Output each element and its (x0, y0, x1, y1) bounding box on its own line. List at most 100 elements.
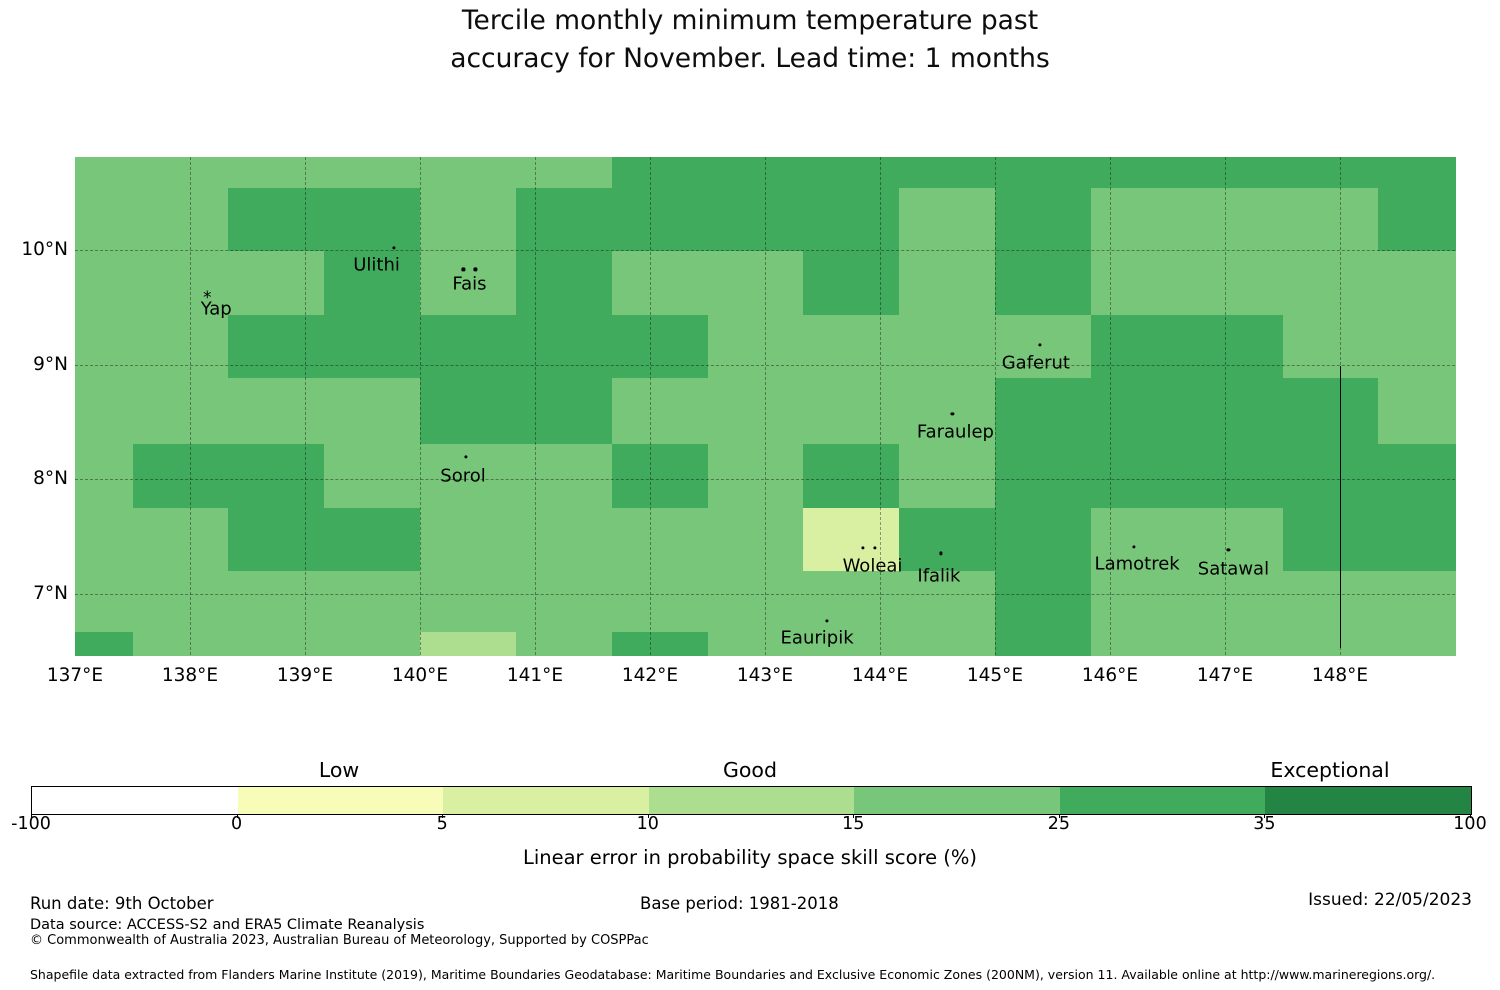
heatmap-cell (1378, 443, 1456, 509)
island-marker-dot-icon (473, 267, 478, 272)
heatmap-cell (707, 632, 804, 657)
heatmap-cell (420, 507, 517, 572)
gridline-meridian (880, 157, 881, 655)
colorbar-bin (32, 787, 238, 814)
x-tick-label: 146°E (1081, 665, 1139, 686)
y-tick-label: 10°N (21, 239, 68, 260)
heatmap-cell (515, 188, 613, 252)
heatmap-cell (1186, 188, 1284, 252)
colorbar-tick-label: 25 (1047, 814, 1070, 834)
heatmap-cell (1090, 188, 1188, 252)
colorbar-tick-mark (31, 814, 32, 818)
heatmap-cell (611, 632, 709, 657)
colorbar-tick-mark (647, 814, 649, 818)
island-marker-dot-icon (860, 546, 865, 550)
heatmap-cell (515, 632, 613, 657)
heatmap-cell (707, 378, 804, 445)
heatmap-cell (899, 443, 996, 509)
heatmap-cell (1090, 251, 1188, 316)
island-marker-dot-icon (950, 412, 955, 416)
heatmap-cell (611, 443, 709, 509)
island-marker-dot-icon (939, 551, 943, 556)
island-label: Woleai (842, 555, 903, 577)
heatmap-cell (75, 507, 134, 572)
heatmap-cell (1090, 443, 1188, 509)
island-label: Lamotrek (1094, 553, 1180, 575)
x-tick-label: 140°E (391, 665, 449, 686)
island-marker-dot-icon (825, 619, 829, 623)
heatmap-cell (132, 188, 229, 252)
heatmap-cell (899, 378, 996, 445)
colorbar-tick-label: 5 (436, 814, 448, 834)
heatmap-cell (899, 632, 996, 657)
copyright-text: © Commonwealth of Australia 2023, Austra… (30, 933, 649, 948)
heatmap-cell (611, 378, 709, 445)
gridline-meridian (420, 157, 421, 655)
heatmap-cell (1282, 251, 1379, 316)
island-marker-dot-icon (464, 455, 468, 459)
heatmap-cell (228, 157, 325, 189)
gridline-parallel (75, 479, 1455, 480)
heatmap-cell (995, 443, 1092, 509)
heatmap-cell (899, 315, 996, 379)
heatmap-cell (1282, 378, 1379, 445)
heatmap-cell (228, 251, 325, 316)
gridline-meridian (650, 157, 651, 655)
heatmap-cell (515, 315, 613, 379)
heatmap-cell (324, 315, 421, 379)
island-marker-dot-icon (1038, 343, 1042, 347)
heatmap-cell (1090, 157, 1188, 189)
heatmap-cell (899, 507, 996, 572)
heatmap-cell (1378, 157, 1456, 189)
heatmap-cell (515, 378, 613, 445)
data-source-text: Data source: ACCESS-S2 and ERA5 Climate … (30, 917, 425, 933)
heatmap-cell (803, 315, 900, 379)
island-marker-star-icon: * (203, 288, 212, 309)
heatmap-cell (995, 378, 1092, 445)
heatmap-cell (132, 507, 229, 572)
gridline-meridian (995, 157, 996, 655)
heatmap-cell (803, 188, 900, 252)
heatmap-cell (132, 570, 229, 634)
heatmap-cell (1090, 315, 1188, 379)
heatmap-cell (1282, 570, 1379, 634)
heatmap-cell (707, 570, 804, 634)
colorbar-bin (1265, 787, 1471, 814)
island-label: Fais (452, 273, 487, 295)
x-tick-label: 141°E (506, 665, 564, 686)
heatmap-cell (1186, 251, 1284, 316)
heatmap-cell (420, 443, 517, 509)
heatmap-cell (420, 251, 517, 316)
island-marker-dot-icon (461, 267, 466, 272)
heatmap-cell (324, 378, 421, 445)
colorbar-tick-label: 100 (1453, 814, 1487, 834)
heatmap-cell (228, 378, 325, 445)
heatmap-cell (1090, 507, 1188, 572)
island-label: Eauripik (780, 627, 854, 649)
heatmap-cell (228, 443, 325, 509)
heatmap-cell (75, 632, 134, 657)
heatmap-cell (611, 188, 709, 252)
heatmap-cell (324, 443, 421, 509)
heatmap-cell (1378, 507, 1456, 572)
heatmap-cell (803, 632, 900, 657)
heatmap-cell (1378, 632, 1456, 657)
heatmap-cell (324, 507, 421, 572)
maritime-boundary-line (1340, 365, 1341, 649)
heatmap-cell (1186, 632, 1284, 657)
heatmap-cell (707, 188, 804, 252)
heatmap-cell (707, 251, 804, 316)
heatmap-cell (228, 632, 325, 657)
heatmap-cell (803, 443, 900, 509)
heatmap-cell (1090, 378, 1188, 445)
heatmap-cell (75, 188, 134, 252)
colorbar-tick-label: 10 (636, 814, 659, 834)
heatmap-cell (995, 507, 1092, 572)
heatmap-cell (420, 157, 517, 189)
heatmap-cell (1282, 443, 1379, 509)
heatmap-cell (1378, 378, 1456, 445)
heatmap-cell (899, 157, 996, 189)
heatmap-cell (995, 251, 1092, 316)
heatmap-cell (1282, 632, 1379, 657)
island-label: Sorol (440, 465, 486, 487)
